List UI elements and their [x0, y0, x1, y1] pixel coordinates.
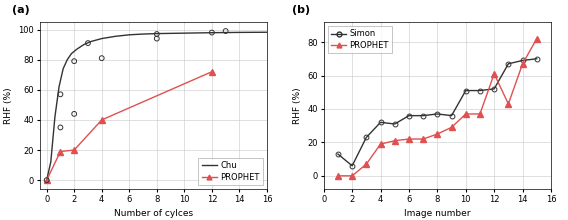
- Point: [70, 112, 79, 116]
- Point: [207, 31, 216, 34]
- Text: (a): (a): [12, 5, 30, 15]
- Legend: Simon, PROPHET: Simon, PROPHET: [328, 26, 392, 53]
- Legend: Chu, PROPHET: Chu, PROPHET: [198, 158, 263, 185]
- X-axis label: Number of cylces: Number of cylces: [114, 209, 193, 218]
- Point: [152, 37, 161, 40]
- Y-axis label: RHF (%): RHF (%): [4, 87, 13, 124]
- Point: [56, 126, 65, 129]
- Point: [152, 32, 161, 36]
- X-axis label: Image number: Image number: [404, 209, 471, 218]
- Point: [97, 56, 106, 60]
- Point: [56, 93, 65, 96]
- Point: [83, 41, 93, 45]
- Point: [221, 29, 230, 33]
- Y-axis label: RHF (%): RHF (%): [293, 87, 302, 124]
- Point: [42, 178, 51, 182]
- Text: (b): (b): [292, 5, 310, 15]
- Point: [70, 59, 79, 63]
